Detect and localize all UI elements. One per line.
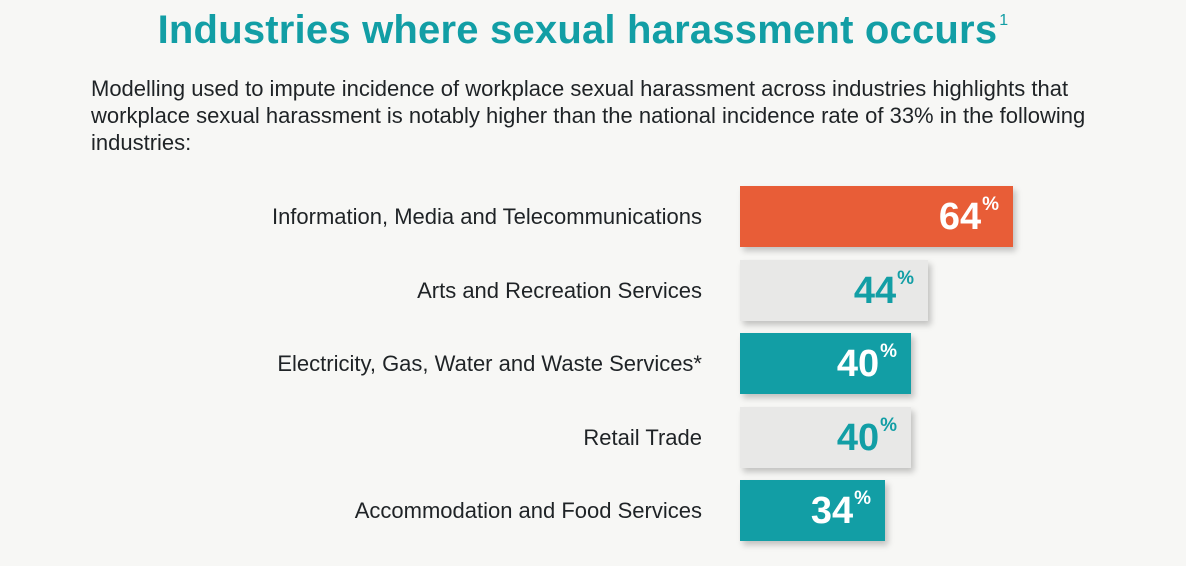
bar: 40% (740, 333, 911, 395)
chart-title: Industries where sexual harassment occur… (0, 8, 1166, 53)
category-label: Accommodation and Food Services (354, 498, 702, 524)
value-number: 34 (810, 490, 854, 533)
bar-row: Information, Media and Telecommunication… (0, 186, 1186, 247)
percent-sign: % (880, 341, 897, 363)
percent-sign: % (880, 414, 897, 436)
category-label: Retail Trade (583, 424, 702, 450)
bar: 34% (740, 480, 885, 542)
bar-row: Arts and Recreation Services 44% (0, 259, 1186, 321)
title-text: Industries where sexual harassment occur… (157, 8, 998, 52)
bar: 64% (740, 186, 1013, 247)
percent-sign: % (854, 488, 871, 510)
category-label: Arts and Recreation Services (417, 277, 702, 303)
bar-row: Retail Trade 40% (0, 406, 1186, 468)
value-number: 64 (938, 196, 982, 238)
bar-chart: Information, Media and Telecommunication… (0, 186, 1186, 546)
bar-row: Electricity, Gas, Water and Waste Servic… (0, 333, 1186, 395)
bar-value-label: 44% (854, 260, 914, 321)
bar-value-label: 34% (811, 480, 871, 541)
bar: 40% (740, 406, 911, 468)
value-number: 40 (836, 416, 880, 459)
bar-value-label: 40% (837, 333, 897, 394)
category-label: Electricity, Gas, Water and Waste Servic… (277, 351, 702, 377)
value-number: 40 (836, 343, 880, 386)
title-footnote: 1 (999, 12, 1009, 29)
value-number: 44 (853, 269, 897, 312)
bar: 44% (740, 259, 928, 321)
category-label: Information, Media and Telecommunication… (271, 204, 702, 229)
percent-sign: % (897, 267, 914, 289)
bar-value-label: 64% (939, 186, 999, 247)
percent-sign: % (982, 194, 999, 215)
bar-value-label: 40% (837, 407, 897, 468)
bar-row: Accommodation and Food Services 34% (0, 480, 1186, 542)
chart-subtitle: Modelling used to impute incidence of wo… (91, 76, 1086, 155)
